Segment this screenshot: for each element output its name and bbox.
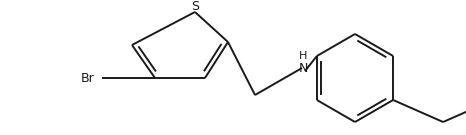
Text: Br: Br [81,72,95,85]
Text: N: N [298,63,308,75]
Text: H: H [299,51,307,61]
Text: S: S [191,1,199,14]
